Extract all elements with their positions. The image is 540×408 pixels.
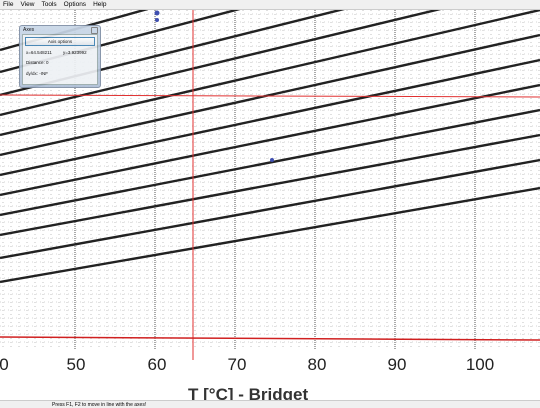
- point-marker: [154, 10, 160, 16]
- point-marker: [155, 18, 159, 22]
- menu-item[interactable]: Tools: [41, 1, 57, 8]
- window-title: Axes: [23, 27, 35, 33]
- distance: Distance: 0: [26, 60, 49, 65]
- scanned-chart: 0 50 60 70 80 90 100 T [°C] - Bridget: [0, 10, 540, 400]
- tick-label: 80: [308, 355, 327, 374]
- tick-label: 50: [67, 355, 86, 374]
- menu-item[interactable]: Help: [93, 1, 107, 8]
- y-readout: y=3.923992: [63, 50, 87, 55]
- curve: [0, 10, 540, 137]
- tick-label: 90: [388, 355, 407, 374]
- x-readout: x=64.548211: [26, 50, 52, 55]
- curve: [0, 10, 442, 117]
- tick-label: 0: [0, 355, 9, 374]
- curve: [0, 83, 540, 197]
- tick-label: 100: [466, 355, 494, 374]
- window-body: Axis options x=64.548211 y=3.923992 Dist…: [22, 34, 98, 85]
- axis-title: T [°C] - Bridget: [188, 385, 308, 400]
- status-bar: Press F1, F2 to move in line with the ax…: [0, 400, 540, 408]
- slope: dy/dx: -INF: [26, 71, 49, 76]
- curve: [0, 58, 540, 177]
- axis-options-button[interactable]: Axis options: [25, 37, 95, 46]
- menu-item[interactable]: View: [20, 1, 35, 8]
- menu-bar: File View Tools Options Help: [0, 0, 540, 10]
- curve: [0, 108, 540, 217]
- curve: [0, 133, 540, 237]
- axis-line: [0, 336, 540, 341]
- menu-item[interactable]: File: [3, 1, 14, 8]
- close-button[interactable]: [91, 27, 98, 34]
- point-marker: [270, 158, 274, 162]
- status-message: Press F1, F2 to move in line with the ax…: [52, 402, 147, 408]
- tick-label: 70: [228, 355, 247, 374]
- crosshair-horizontal: [0, 94, 540, 98]
- curve: [0, 158, 540, 260]
- curve: [0, 186, 540, 284]
- tick-label: 60: [148, 355, 167, 374]
- menu-item[interactable]: Options: [63, 1, 87, 8]
- curve: [0, 33, 540, 157]
- axes-window: Axes Axis options x=64.548211 y=3.923992…: [19, 25, 101, 88]
